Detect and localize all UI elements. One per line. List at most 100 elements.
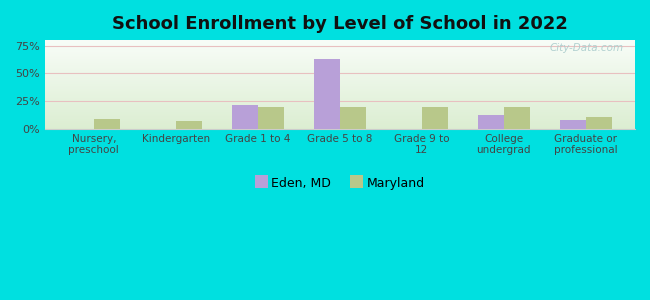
Bar [45,85,635,86]
Bar [45,120,635,121]
Bar [45,81,635,82]
Bar [45,44,635,45]
Bar [45,111,635,112]
Bar [45,46,635,47]
Bar [45,73,635,74]
Bar [45,42,635,43]
Bar [45,62,635,63]
Bar [45,94,635,95]
Bar [176,121,202,129]
Title: School Enrollment by Level of School in 2022: School Enrollment by Level of School in … [112,15,567,33]
Bar [45,74,635,75]
Bar [45,47,635,48]
Bar [313,59,340,129]
Bar [478,116,504,129]
Bar [45,101,635,102]
Bar [45,92,635,93]
Bar [45,87,635,88]
Bar [45,61,635,62]
Bar [45,98,635,99]
Bar [45,48,635,49]
Bar [45,123,635,124]
Bar [45,60,635,61]
Bar [45,78,635,79]
Bar [45,89,635,90]
Bar [45,99,635,100]
Bar [45,84,635,85]
Bar [45,53,635,54]
Bar [45,102,635,103]
Bar [45,125,635,126]
Bar [45,113,635,114]
Bar [45,108,635,109]
Bar [45,124,635,125]
Bar [45,109,635,110]
Bar [45,66,635,67]
Bar [45,104,635,105]
Bar [45,59,635,60]
Bar [45,83,635,84]
Bar [45,75,635,76]
Bar [45,96,635,97]
Bar [45,117,635,118]
Bar [45,63,635,64]
Bar [45,122,635,123]
Bar [45,88,635,89]
Bar [45,106,635,107]
Bar [45,105,635,106]
Bar [422,106,448,129]
Bar [560,120,586,129]
Bar [45,49,635,50]
Bar [45,93,635,94]
Bar [45,121,635,122]
Bar [45,114,635,115]
Bar [45,45,635,46]
Bar [45,126,635,127]
Bar [45,50,635,51]
Bar [45,103,635,104]
Bar [45,65,635,66]
Bar [45,100,635,101]
Bar [45,61,635,62]
Bar [45,77,635,78]
Bar [45,107,635,108]
Bar [45,51,635,52]
Bar [45,97,635,98]
Bar [45,128,635,129]
Bar [45,82,635,83]
Bar [45,119,635,120]
Bar [45,54,635,55]
Bar [45,79,635,80]
Bar [94,119,120,129]
Bar [45,80,635,81]
Bar [258,106,284,129]
Legend: Eden, MD, Maryland: Eden, MD, Maryland [250,172,430,195]
Bar [45,118,635,119]
Bar [45,71,635,72]
Bar [45,91,635,92]
Bar [45,67,635,68]
Bar [45,95,635,96]
Bar [45,76,635,77]
Bar [504,106,530,129]
Bar [586,116,612,129]
Bar [45,110,635,111]
Bar [45,68,635,69]
Bar [45,115,635,116]
Bar [45,69,635,70]
Bar [45,40,635,41]
Bar [45,70,635,71]
Bar [45,116,635,117]
Bar [45,72,635,73]
Text: City-Data.com: City-Data.com [549,43,623,53]
Bar [45,41,635,42]
Bar [45,64,635,65]
Bar [231,106,258,129]
Bar [340,106,366,129]
Bar [45,52,635,53]
Bar [45,58,635,59]
Bar [45,86,635,87]
Bar [45,43,635,44]
Bar [45,112,635,113]
Bar [45,90,635,91]
